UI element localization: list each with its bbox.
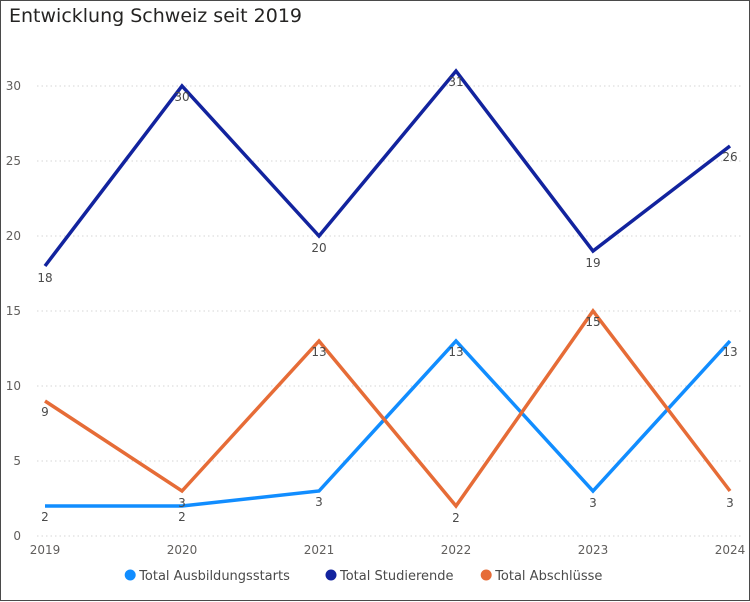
data-label: 13 <box>311 345 326 359</box>
data-label: 26 <box>722 150 737 164</box>
x-tick-label: 2023 <box>578 543 609 557</box>
y-tick-label: 30 <box>6 79 21 93</box>
data-label: 3 <box>589 496 597 510</box>
y-tick-label: 10 <box>6 379 21 393</box>
y-tick-label: 15 <box>6 304 21 318</box>
chart-title: Entwicklung Schweiz seit 2019 <box>9 5 303 27</box>
data-label: 13 <box>448 345 463 359</box>
data-label: 20 <box>311 241 326 255</box>
legend-item-2[interactable]: Total Abschlüsse <box>480 569 603 584</box>
legend-item-1[interactable]: Total Studierende <box>325 569 454 584</box>
data-label: 3 <box>726 496 734 510</box>
y-tick-label: 25 <box>6 154 21 168</box>
series-lines <box>43 68 732 509</box>
x-tick-label: 2024 <box>715 543 746 557</box>
y-axis: 0 5 10 15 20 25 30 <box>6 79 21 543</box>
y-tick-label: 0 <box>13 529 21 543</box>
data-label: 3 <box>178 496 186 510</box>
legend-label: Total Ausbildungsstarts <box>138 569 290 584</box>
legend-marker <box>124 569 136 581</box>
data-label: 15 <box>585 315 600 329</box>
data-label: 13 <box>722 345 737 359</box>
series-line-0[interactable] <box>45 338 732 508</box>
legend-marker <box>325 569 337 581</box>
data-label: 2 <box>452 511 460 525</box>
data-label: 9 <box>41 405 49 419</box>
data-label: 19 <box>585 256 600 270</box>
legend-item-0[interactable]: Total Ausbildungsstarts <box>124 569 290 584</box>
series-line-2[interactable] <box>44 308 732 509</box>
series-line-1[interactable] <box>43 68 732 268</box>
data-label: 2 <box>41 510 49 524</box>
x-tick-label: 2022 <box>441 543 472 557</box>
data-label: 18 <box>37 271 52 285</box>
y-tick-label: 5 <box>13 454 21 468</box>
legend-marker <box>480 569 492 581</box>
legend[interactable]: Total Ausbildungsstarts Total Studierende… <box>124 569 603 584</box>
gridlines <box>37 85 743 537</box>
data-label: 31 <box>448 75 463 89</box>
x-tick-label: 2020 <box>167 543 198 557</box>
data-label: 3 <box>315 495 323 509</box>
legend-label: Total Studierende <box>339 569 454 584</box>
x-tick-label: 2021 <box>304 543 335 557</box>
legend-label: Total Abschlüsse <box>494 569 602 584</box>
x-axis: 2019 2020 2021 2022 2023 2024 <box>30 543 746 557</box>
data-label: 2 <box>178 510 186 524</box>
y-tick-label: 20 <box>6 229 21 243</box>
data-label: 30 <box>174 90 189 104</box>
x-tick-label: 2019 <box>30 543 61 557</box>
